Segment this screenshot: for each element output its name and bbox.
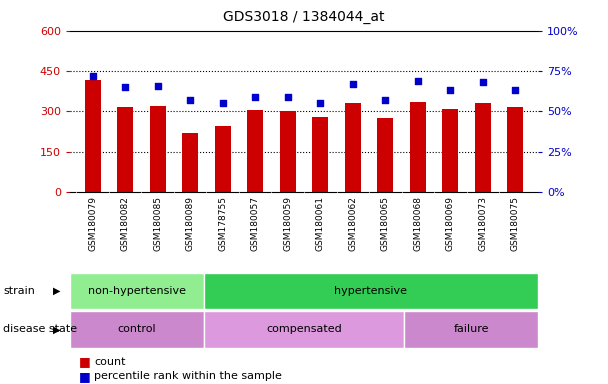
Text: GSM178755: GSM178755 [218, 196, 227, 251]
Text: GSM180065: GSM180065 [381, 196, 390, 251]
Bar [345, 103, 361, 192]
Text: GDS3018 / 1384044_at: GDS3018 / 1384044_at [223, 10, 385, 23]
Bar [70, 311, 204, 348]
Bar [475, 103, 491, 192]
Bar [247, 110, 263, 192]
Bar [410, 102, 426, 192]
Text: GSM180059: GSM180059 [283, 196, 292, 251]
Bar [280, 111, 296, 192]
Text: GSM180073: GSM180073 [478, 196, 487, 251]
Bar [377, 118, 393, 192]
Point [153, 83, 162, 89]
Text: GSM180057: GSM180057 [250, 196, 260, 251]
Bar [204, 273, 538, 309]
Point [120, 84, 130, 90]
Bar [85, 81, 101, 192]
Point [185, 97, 195, 103]
Point [511, 87, 520, 93]
Text: GSM180085: GSM180085 [153, 196, 162, 251]
Bar [204, 311, 404, 348]
Text: ▶: ▶ [53, 324, 60, 334]
Text: disease state: disease state [3, 324, 77, 334]
Point [283, 94, 292, 100]
Text: GSM180075: GSM180075 [511, 196, 520, 251]
Point [478, 79, 488, 85]
Text: ■: ■ [79, 370, 91, 383]
Text: count: count [94, 357, 126, 367]
Bar [70, 273, 204, 309]
Text: control: control [117, 324, 156, 334]
Bar [507, 107, 523, 192]
Bar [442, 109, 458, 192]
Text: ■: ■ [79, 355, 91, 368]
Text: GSM180068: GSM180068 [413, 196, 423, 251]
Text: failure: failure [454, 324, 489, 334]
Bar [150, 106, 166, 192]
Bar [312, 117, 328, 192]
Bar [182, 133, 198, 192]
Text: percentile rank within the sample: percentile rank within the sample [94, 371, 282, 381]
Point [316, 100, 325, 106]
Bar [404, 311, 538, 348]
Point [446, 87, 455, 93]
Text: GSM180079: GSM180079 [88, 196, 97, 251]
Text: GSM180082: GSM180082 [121, 196, 130, 251]
Text: GSM180062: GSM180062 [348, 196, 358, 251]
Text: non-hypertensive: non-hypertensive [88, 286, 186, 296]
Point [413, 78, 423, 84]
Point [348, 81, 358, 87]
Text: strain: strain [3, 286, 35, 296]
Text: GSM180089: GSM180089 [185, 196, 195, 251]
Text: GSM180061: GSM180061 [316, 196, 325, 251]
Point [381, 97, 390, 103]
Point [250, 94, 260, 100]
Bar [117, 107, 133, 192]
Text: hypertensive: hypertensive [334, 286, 407, 296]
Bar [215, 126, 231, 192]
Text: GSM180069: GSM180069 [446, 196, 455, 251]
Text: ▶: ▶ [53, 286, 60, 296]
Point [218, 100, 227, 106]
Text: compensated: compensated [266, 324, 342, 334]
Point [88, 73, 97, 79]
